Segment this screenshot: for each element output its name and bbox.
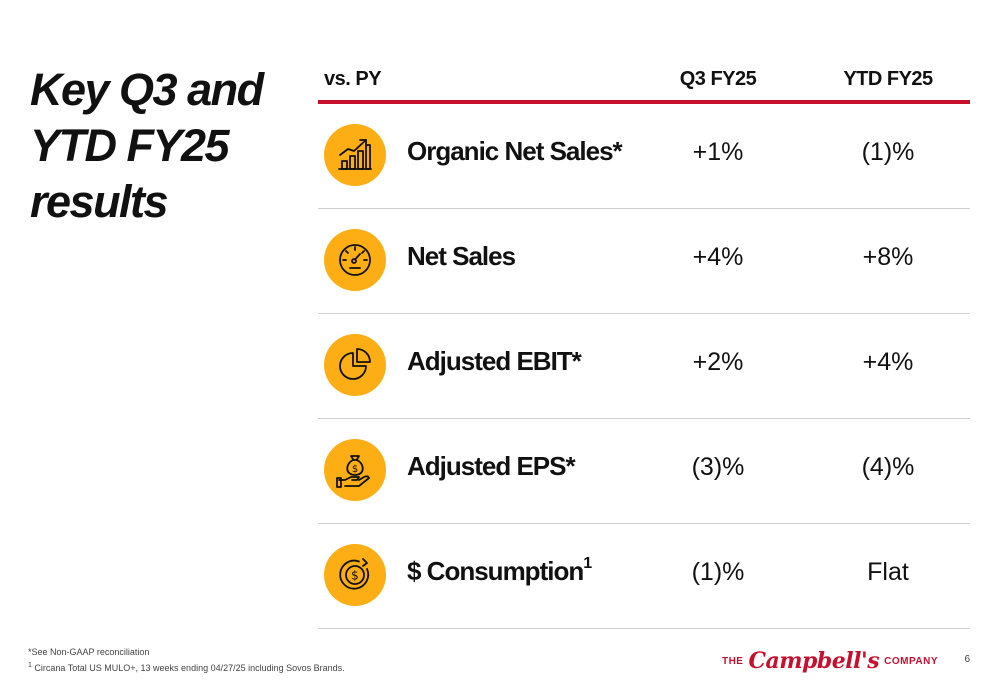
q3-value: +2% (692, 348, 744, 376)
metric-label: Adjusted EPS* (407, 451, 576, 481)
metric-label: Adjusted EBIT* (407, 346, 582, 376)
q3-value: (3)% (691, 453, 745, 481)
footnote-non-gaap: *See Non-GAAP reconciliation (28, 647, 150, 657)
header-q3-fy25: Q3 FY25 (679, 68, 757, 90)
ytd-value: (1)% (861, 138, 915, 166)
growth-chart-icon (324, 124, 386, 186)
ytd-value: Flat (867, 558, 909, 586)
slide-title: Key Q3 and YTD FY25 results (30, 62, 290, 230)
table-row: Organic Net Sales* +1% (1)% (318, 104, 970, 209)
table-row: $ $ Consumption1 (1)% Flat (318, 524, 970, 629)
q3-value: +1% (692, 138, 744, 166)
table-row: Net Sales +4% +8% (318, 209, 970, 314)
header-comparison: vs. PY (324, 68, 382, 90)
title-line-1: Key Q3 and (30, 64, 264, 115)
table-header: vs. PY Q3 FY25 YTD FY25 (318, 62, 970, 104)
pie-chart-icon (324, 334, 386, 396)
metric-label: $ Consumption1 (407, 555, 592, 586)
campbells-logo: THE Campbell's COMPANY (721, 648, 938, 674)
q3-value: (1)% (691, 558, 745, 586)
metric-label: Organic Net Sales* (407, 136, 623, 166)
title-line-3: results (30, 176, 169, 227)
results-table: vs. PY Q3 FY25 YTD FY25 Organic Net Sale… (318, 62, 970, 629)
title-line-2: YTD FY25 (30, 120, 230, 171)
table-row: Adjusted EBIT* +2% +4% (318, 314, 970, 419)
dollar-cycle-icon: $ (324, 544, 386, 606)
footnotes: *See Non-GAAP reconciliation 1 Circana T… (28, 645, 345, 675)
footnote-circana: 1 Circana Total US MULO+, 13 weeks endin… (28, 662, 345, 673)
svg-text:$: $ (351, 569, 359, 583)
ytd-value: (4)% (861, 453, 915, 481)
header-ytd-fy25: YTD FY25 (843, 68, 933, 90)
speedometer-icon (324, 229, 386, 291)
page-number: 6 (964, 654, 970, 665)
metric-label: Net Sales (407, 241, 516, 271)
money-bag-hand-icon: $ (324, 439, 386, 501)
q3-value: +4% (692, 243, 744, 271)
ytd-value: +4% (862, 348, 914, 376)
ytd-value: +8% (862, 243, 914, 271)
svg-text:$: $ (352, 464, 358, 475)
table-row: $ Adjusted EPS* (3)% (4)% (318, 419, 970, 524)
